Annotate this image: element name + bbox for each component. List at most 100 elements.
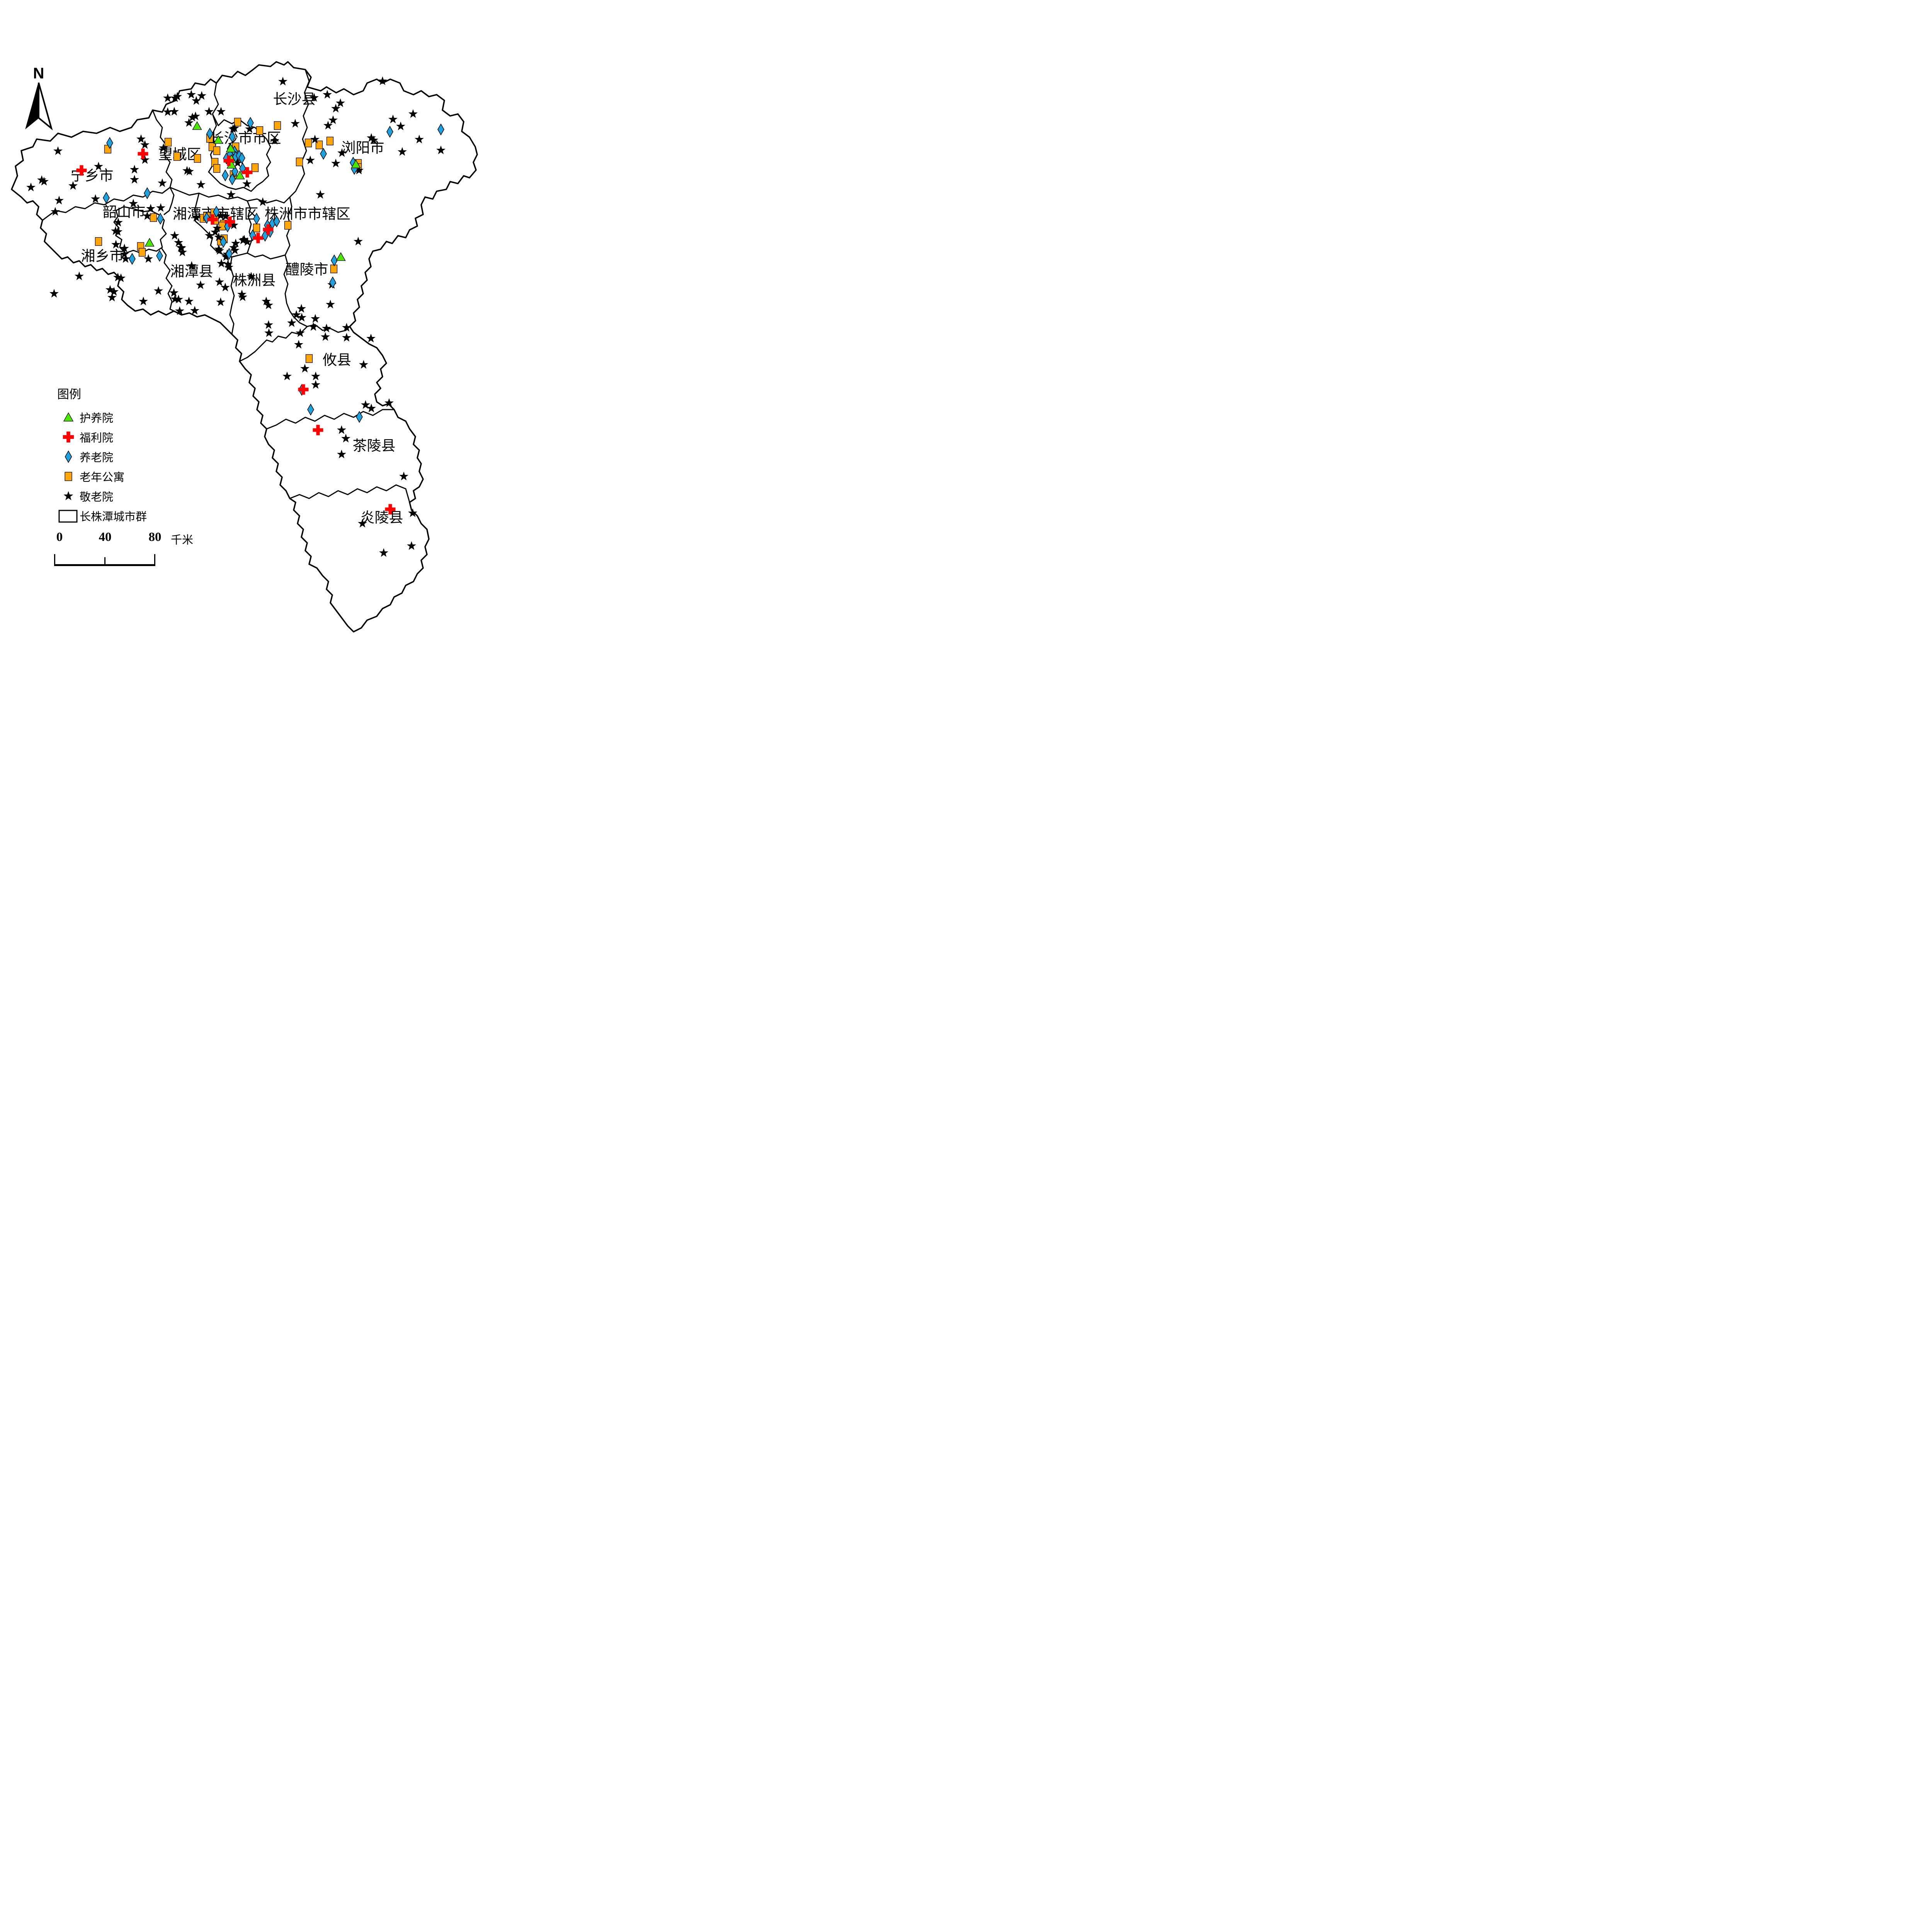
respect-aged-home-marker bbox=[175, 306, 184, 315]
respect-aged-home-marker bbox=[224, 262, 233, 272]
senior-apartment-marker bbox=[305, 354, 313, 363]
respect-aged-home-marker bbox=[337, 148, 347, 157]
respect-aged-home-marker bbox=[91, 194, 100, 203]
respect-aged-home-marker bbox=[187, 261, 196, 270]
respect-aged-home-marker bbox=[26, 182, 36, 192]
welfare-home-marker bbox=[313, 425, 323, 435]
respect-aged-home-marker bbox=[130, 165, 139, 174]
region-label: 韶山市 bbox=[103, 204, 146, 220]
respect-aged-home-marker bbox=[94, 162, 103, 171]
district-boundary bbox=[161, 247, 175, 312]
elderly-care-home-marker bbox=[356, 411, 363, 423]
elderly-care-home-marker bbox=[247, 117, 254, 129]
respect-aged-home-marker bbox=[291, 119, 300, 128]
welfare-home-marker bbox=[242, 167, 253, 178]
elderly_care_home-legend-icon bbox=[57, 448, 80, 465]
respect-aged-home-marker bbox=[336, 98, 345, 107]
respect-aged-home-marker bbox=[120, 249, 129, 259]
respect-aged-home-marker bbox=[54, 196, 64, 205]
legend-item-label: 福利院 bbox=[80, 432, 114, 444]
elderly-care-home-marker bbox=[206, 128, 213, 140]
respect-aged-home-marker bbox=[109, 287, 119, 296]
respect-aged-home-marker bbox=[184, 118, 194, 127]
respect-aged-home-marker bbox=[136, 134, 146, 143]
respect-aged-home-marker bbox=[170, 231, 179, 240]
welfare-home-marker bbox=[138, 148, 148, 159]
respect-aged-home-marker bbox=[300, 364, 310, 373]
nursing_home-legend-icon bbox=[57, 409, 80, 426]
district-boundary bbox=[229, 256, 235, 335]
nursing-home-marker bbox=[145, 238, 155, 247]
legend-item-welfare_home: 福利院 bbox=[57, 427, 169, 447]
respect-aged-home-marker bbox=[367, 403, 376, 413]
respect-aged-home-marker bbox=[221, 211, 230, 221]
nursing-home-marker bbox=[213, 135, 223, 144]
respect-aged-home-marker bbox=[321, 332, 330, 341]
elderly-care-home-marker bbox=[331, 254, 338, 267]
respect-aged-home-marker bbox=[331, 104, 340, 113]
respect-aged-home-marker bbox=[331, 158, 340, 168]
elderly-care-home-marker bbox=[229, 173, 236, 185]
senior-apartment-marker bbox=[138, 248, 146, 257]
respect-aged-home-marker bbox=[369, 135, 378, 145]
legend-item-nursing_home: 护养院 bbox=[57, 407, 169, 427]
respect-aged-home-marker bbox=[68, 181, 78, 190]
region-label: 长沙市市区 bbox=[210, 130, 281, 146]
senior-apartment-marker bbox=[296, 157, 303, 167]
respect-aged-home-marker bbox=[342, 333, 351, 342]
nursing-home-marker bbox=[63, 412, 74, 422]
senior-apartment-marker bbox=[274, 121, 281, 130]
respect-aged-home-marker bbox=[178, 247, 187, 257]
elderly-care-home-marker bbox=[156, 250, 163, 262]
respect-aged-home-marker bbox=[229, 220, 238, 230]
region-label: 湘乡市 bbox=[81, 248, 124, 264]
welfare-home-marker bbox=[76, 165, 87, 176]
respect-aged-home-marker bbox=[415, 134, 424, 144]
elderly-care-home-marker bbox=[386, 126, 393, 138]
respect-aged-home-marker bbox=[156, 203, 165, 212]
elderly-care-home-marker bbox=[320, 148, 327, 160]
legend-item-elderly_care_home: 养老院 bbox=[57, 447, 169, 466]
elderly-care-home-marker bbox=[253, 213, 260, 225]
scale-tick-mark-left bbox=[54, 554, 55, 564]
legend: 图例 护养院 福利院 养老院 老年公寓 敬老院 长株潭城市群 bbox=[57, 384, 169, 526]
respect-aged-home-marker bbox=[245, 124, 254, 133]
elderly-care-home-marker bbox=[437, 123, 444, 136]
elderly-care-home-marker bbox=[226, 248, 233, 260]
respect-aged-home-marker bbox=[174, 294, 183, 304]
welfare-home-marker bbox=[207, 214, 218, 225]
elderly-care-home-marker bbox=[231, 165, 238, 178]
legend-item-senior_apartment: 老年公寓 bbox=[57, 466, 169, 486]
respect-aged-home-marker bbox=[121, 254, 130, 263]
respect-aged-home-marker bbox=[243, 237, 252, 246]
region-label: 炎陵县 bbox=[361, 510, 403, 526]
senior-apartment-marker bbox=[95, 237, 102, 246]
senior-apartment-marker bbox=[234, 117, 242, 127]
respect-aged-home-marker bbox=[398, 147, 407, 156]
senior-apartment-marker bbox=[326, 136, 334, 146]
district-boundary bbox=[247, 200, 253, 254]
respect-aged-home-marker bbox=[264, 328, 274, 337]
respect-aged-home-marker bbox=[190, 306, 199, 315]
region-outer-boundary bbox=[11, 61, 478, 633]
district-boundary bbox=[283, 196, 293, 294]
elderly-care-home-marker bbox=[106, 137, 113, 149]
elderly-care-home-marker bbox=[238, 152, 245, 164]
welfare-home-marker bbox=[385, 504, 396, 515]
respect-aged-home-marker bbox=[130, 175, 139, 184]
respect-aged-home-marker bbox=[187, 90, 196, 99]
welfare_home-layer bbox=[76, 148, 396, 515]
respect-aged-home-marker bbox=[215, 277, 224, 286]
respect-aged-home-marker bbox=[388, 114, 398, 124]
respect-aged-home-marker bbox=[233, 158, 242, 167]
region-label: 攸县 bbox=[323, 352, 351, 368]
respect-aged-home-marker bbox=[192, 96, 201, 105]
elderly-care-home-marker bbox=[329, 276, 336, 289]
respect-aged-home-marker bbox=[287, 318, 296, 327]
legend-item-label: 护养院 bbox=[80, 412, 114, 425]
respect-aged-home-marker bbox=[297, 304, 306, 313]
welfare-home-marker bbox=[263, 224, 274, 235]
scale-unit: 千米 bbox=[171, 534, 194, 546]
respect-aged-home-marker bbox=[354, 236, 363, 246]
respect-aged-home-marker bbox=[379, 548, 388, 557]
